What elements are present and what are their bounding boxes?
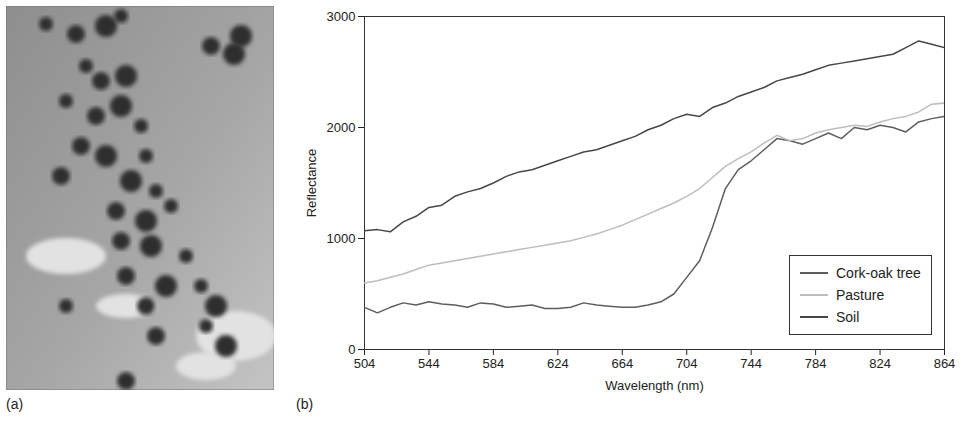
svg-text:584: 584 bbox=[483, 356, 505, 371]
svg-text:624: 624 bbox=[547, 356, 569, 371]
svg-text:864: 864 bbox=[934, 356, 956, 371]
svg-text:Reflectance: Reflectance bbox=[304, 149, 319, 218]
svg-text:744: 744 bbox=[740, 356, 762, 371]
svg-text:Wavelength (nm): Wavelength (nm) bbox=[605, 378, 704, 393]
svg-text:664: 664 bbox=[611, 356, 633, 371]
svg-text:2000: 2000 bbox=[327, 120, 356, 135]
html-text:(b): (b) bbox=[296, 396, 314, 412]
svg-text:3000: 3000 bbox=[327, 9, 356, 24]
html-text:(a): (a) bbox=[6, 396, 24, 412]
svg-text:824: 824 bbox=[869, 356, 891, 371]
html-text:Cork-oak tree: Cork-oak tree bbox=[836, 265, 921, 281]
svg-text:704: 704 bbox=[676, 356, 698, 371]
svg-text:784: 784 bbox=[805, 356, 827, 371]
html-text:Soil: Soil bbox=[836, 309, 860, 325]
svg-text:544: 544 bbox=[418, 356, 440, 371]
svg-text:1000: 1000 bbox=[327, 231, 356, 246]
svg-text:0: 0 bbox=[348, 342, 355, 357]
html-text:Pasture: Pasture bbox=[836, 287, 885, 303]
svg-text:504: 504 bbox=[354, 356, 376, 371]
